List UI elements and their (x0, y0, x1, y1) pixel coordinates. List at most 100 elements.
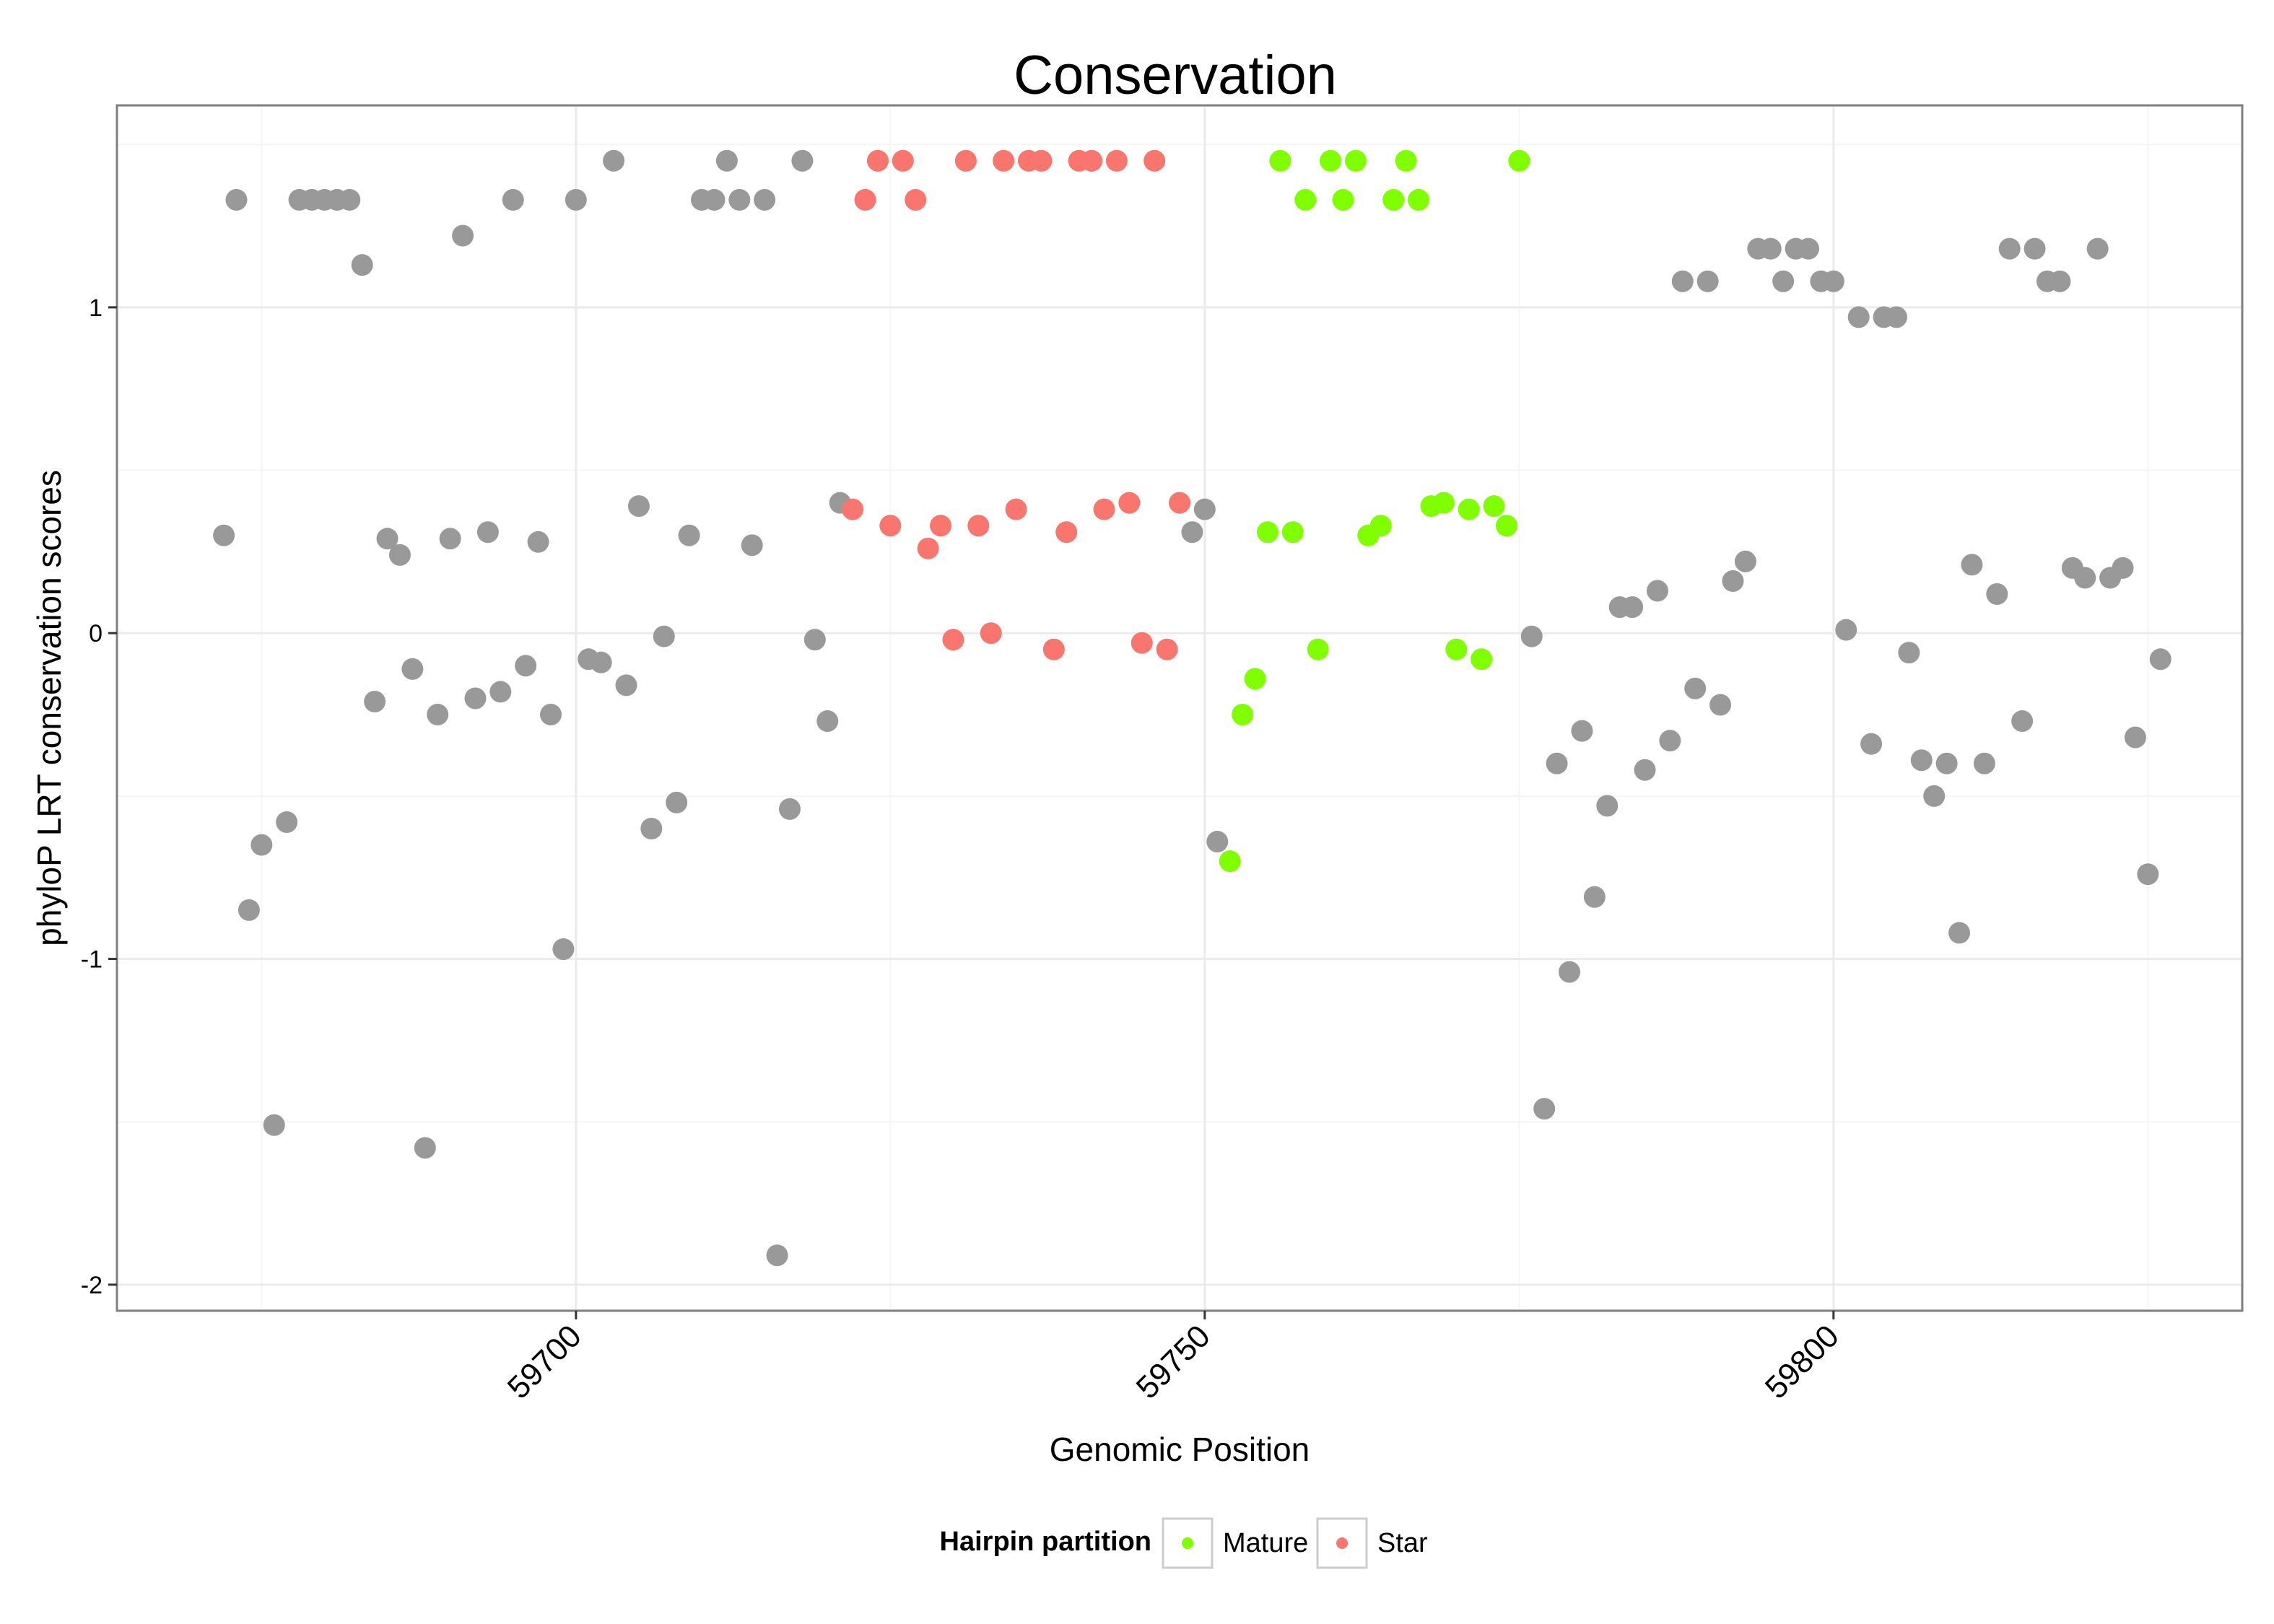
legend-dot-mature (1182, 1537, 1193, 1549)
data-point-other (1734, 550, 1756, 572)
x-axis-title: Genomic Position (1050, 1431, 1310, 1468)
data-point-other (1973, 752, 1995, 774)
data-point-other (401, 658, 424, 680)
data-point-other (791, 149, 814, 172)
data-point-other (1533, 1098, 1556, 1120)
data-point-other (388, 543, 411, 566)
data-point-other (766, 1244, 788, 1267)
data-point-star (1105, 149, 1128, 172)
data-point-mature (1382, 188, 1405, 211)
data-point-mature (1320, 149, 1342, 172)
data-point-star (1118, 492, 1141, 514)
data-point-other (1709, 694, 1732, 716)
data-point-other (376, 528, 398, 550)
data-point-other (1546, 752, 1568, 774)
series-mature (1219, 149, 1530, 873)
data-point-star (980, 622, 1002, 645)
chart-title: Conservation (1014, 45, 1337, 106)
y-tick-label: -1 (81, 946, 103, 974)
data-point-other (1923, 785, 1946, 807)
data-point-other (1596, 795, 1619, 817)
data-point-other (1520, 625, 1543, 647)
data-point-other (2023, 237, 2046, 260)
data-point-other (427, 704, 449, 726)
data-point-other (213, 524, 235, 546)
data-point-mature (1471, 648, 1493, 671)
data-point-other (251, 834, 273, 856)
data-point-other (565, 188, 587, 211)
data-point-other (778, 798, 801, 820)
legend-key-star (1316, 1517, 1368, 1569)
data-point-star (930, 515, 952, 537)
data-point-other (603, 149, 625, 172)
data-point-other (1961, 554, 1983, 576)
data-point-star (1030, 149, 1053, 172)
data-point-other (2124, 726, 2146, 748)
data-point-star (1143, 149, 1166, 172)
plot-panel-border (116, 104, 2244, 1312)
data-point-other (1181, 521, 1203, 543)
data-point-other (2049, 270, 2071, 292)
data-point-other (351, 254, 373, 276)
data-point-star (1131, 632, 1153, 654)
data-point-mature (1269, 149, 1291, 172)
legend-label-star: Star (1377, 1528, 1428, 1558)
data-point-star (1093, 498, 1115, 520)
data-point-other (2112, 556, 2134, 579)
x-tick-label: 59700 (501, 1318, 588, 1405)
data-point-star (1005, 498, 1027, 520)
data-point-mature (1281, 521, 1304, 543)
data-point-other (1659, 730, 1681, 752)
data-point-other (2086, 237, 2109, 260)
data-point-other (515, 655, 537, 677)
data-point-other (1722, 569, 1744, 592)
data-point-other (1583, 886, 1606, 908)
data-point-star (1081, 149, 1103, 172)
data-point-other (1696, 270, 1719, 292)
data-point-other (703, 188, 726, 211)
data-point-other (2011, 710, 2034, 733)
data-point-other (2074, 567, 2096, 589)
data-point-star (892, 149, 914, 172)
x-tick-label: 59800 (1759, 1318, 1846, 1405)
data-point-mature (1395, 149, 1417, 172)
data-point-other (1206, 831, 1229, 853)
x-tick-label: 59750 (1130, 1318, 1217, 1405)
data-point-star (1042, 638, 1065, 660)
data-point-other (1193, 498, 1216, 520)
data-point-mature (1495, 515, 1517, 537)
data-point-other (1910, 749, 1933, 772)
data-point-mature (1294, 188, 1317, 211)
data-point-other (653, 625, 675, 647)
data-point-mature (1232, 704, 1254, 726)
data-point-star (993, 149, 1015, 172)
legend-label-mature: Mature (1223, 1528, 1308, 1558)
data-point-other (2137, 863, 2159, 886)
data-point-other (1772, 270, 1795, 292)
data-point-mature (1332, 188, 1354, 211)
data-point-other (1835, 619, 1857, 641)
series-star (842, 149, 1190, 660)
data-point-other (502, 188, 524, 211)
data-point-other (1634, 759, 1656, 781)
y-tick-label: 1 (89, 294, 103, 322)
data-point-other (527, 531, 549, 553)
data-point-star (905, 188, 927, 211)
data-point-other (1559, 961, 1581, 983)
data-point-other (1646, 580, 1668, 602)
data-point-other (414, 1137, 436, 1159)
series-other (213, 149, 2171, 1267)
data-point-other (1671, 270, 1694, 292)
data-point-other (238, 899, 260, 921)
data-point-other (1935, 752, 1958, 774)
data-point-mature (1344, 149, 1367, 172)
data-point-other (1798, 237, 1820, 260)
data-point-other (640, 818, 663, 839)
data-point-other (741, 534, 763, 556)
legend: Hairpin partition Mature Star (940, 1517, 1428, 1569)
data-point-other (1759, 237, 1782, 260)
data-point-star (842, 498, 864, 520)
data-point-other (1621, 596, 1644, 619)
data-point-other (1847, 306, 1870, 328)
